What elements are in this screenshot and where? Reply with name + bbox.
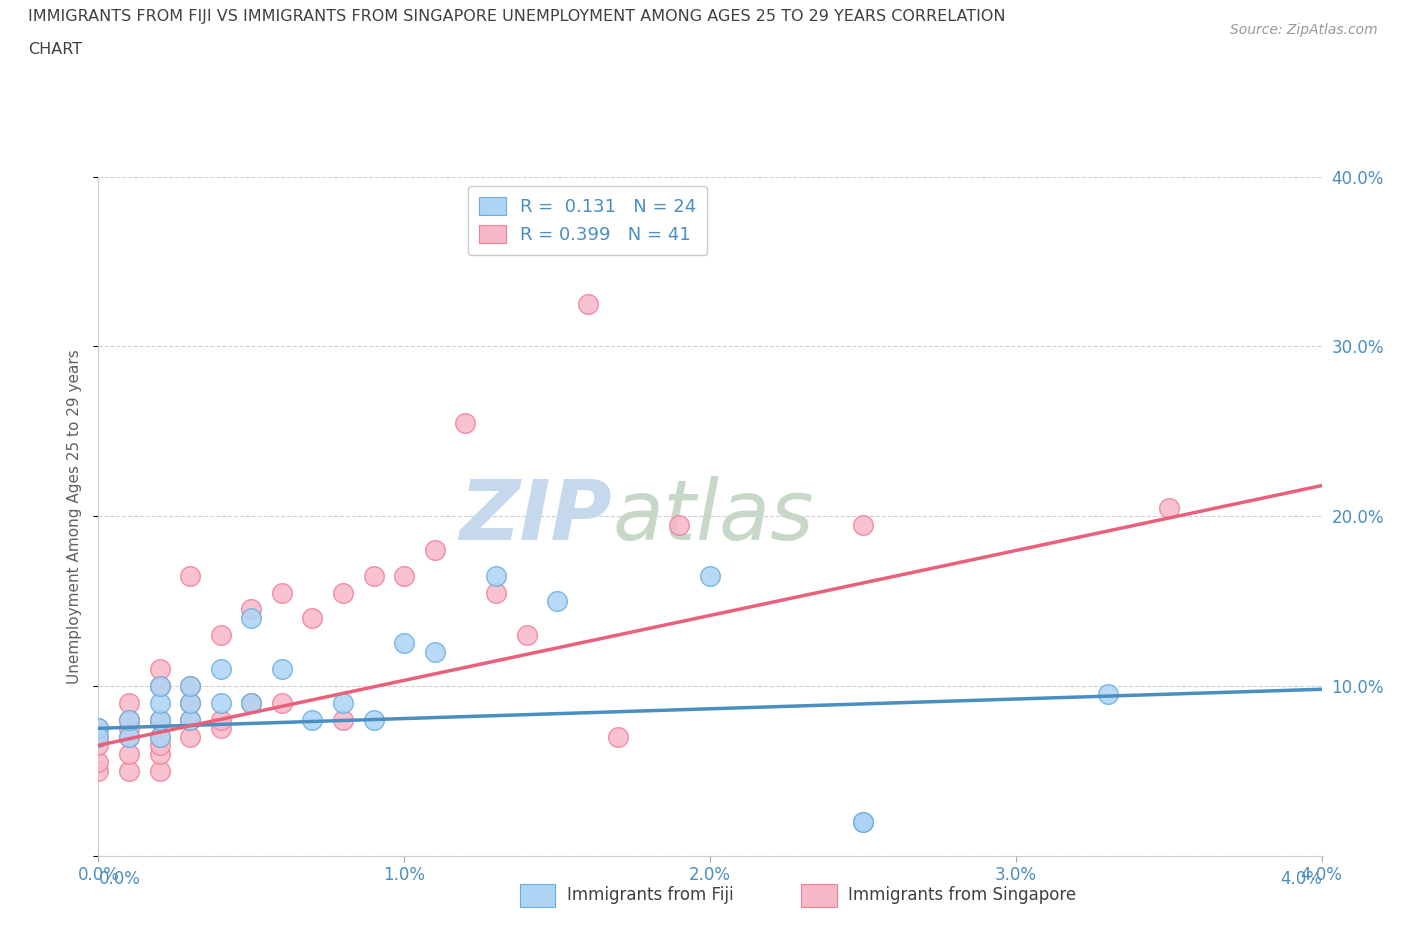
Point	[179, 712, 201, 727]
Point	[149, 679, 172, 694]
Point	[392, 636, 416, 651]
Point	[516, 628, 538, 643]
Point	[179, 696, 201, 711]
Point	[270, 585, 294, 600]
Point	[852, 815, 875, 830]
Point	[363, 568, 385, 583]
Point	[87, 729, 110, 744]
Text: 4.0%: 4.0%	[1279, 870, 1322, 888]
Point	[485, 585, 508, 600]
Point	[699, 568, 721, 583]
Point	[852, 815, 875, 830]
Text: Source: ZipAtlas.com: Source: ZipAtlas.com	[1230, 23, 1378, 37]
Point	[179, 696, 201, 711]
Point	[240, 696, 263, 711]
Point	[209, 661, 232, 676]
Point	[149, 746, 172, 761]
Point	[87, 764, 110, 778]
Point	[485, 568, 508, 583]
Point	[546, 593, 568, 608]
Point	[118, 729, 141, 744]
Point	[423, 644, 446, 659]
Point	[209, 696, 232, 711]
Point	[209, 628, 232, 643]
Point	[118, 712, 141, 727]
Point	[179, 729, 201, 744]
Point	[240, 696, 263, 711]
Point	[149, 764, 172, 778]
Point	[423, 543, 446, 558]
Point	[332, 696, 354, 711]
Point	[87, 721, 110, 736]
Point	[1097, 687, 1119, 702]
Point	[149, 696, 172, 711]
Point	[332, 585, 354, 600]
Point	[179, 712, 201, 727]
Point	[240, 602, 263, 617]
Point	[118, 712, 141, 727]
Point	[149, 737, 172, 752]
Point	[607, 729, 630, 744]
Point	[149, 729, 172, 744]
Point	[87, 737, 110, 752]
Point	[87, 729, 110, 744]
Point	[1157, 500, 1180, 515]
Point	[576, 297, 599, 312]
Text: atlas: atlas	[612, 475, 814, 557]
Point	[209, 712, 232, 727]
Point	[118, 729, 141, 744]
Point	[118, 721, 141, 736]
Text: Immigrants from Fiji: Immigrants from Fiji	[567, 886, 734, 904]
Point	[179, 679, 201, 694]
Text: 0.0%: 0.0%	[98, 870, 141, 888]
Text: Immigrants from Singapore: Immigrants from Singapore	[848, 886, 1076, 904]
Point	[270, 696, 294, 711]
Point	[332, 712, 354, 727]
Point	[149, 661, 172, 676]
Point	[363, 712, 385, 727]
Text: ZIP: ZIP	[460, 475, 612, 557]
Point	[87, 721, 110, 736]
Point	[240, 611, 263, 626]
Point	[852, 517, 875, 532]
Point	[209, 721, 232, 736]
Point	[149, 729, 172, 744]
Point	[301, 712, 323, 727]
Point	[118, 746, 141, 761]
Point	[392, 568, 416, 583]
Legend: R =  0.131   N = 24, R = 0.399   N = 41: R = 0.131 N = 24, R = 0.399 N = 41	[468, 186, 707, 255]
Point	[118, 764, 141, 778]
Text: IMMIGRANTS FROM FIJI VS IMMIGRANTS FROM SINGAPORE UNEMPLOYMENT AMONG AGES 25 TO : IMMIGRANTS FROM FIJI VS IMMIGRANTS FROM …	[28, 9, 1005, 24]
Point	[149, 712, 172, 727]
Point	[179, 568, 201, 583]
Point	[149, 712, 172, 727]
Point	[301, 611, 323, 626]
Point	[668, 517, 690, 532]
Point	[454, 416, 477, 431]
Y-axis label: Unemployment Among Ages 25 to 29 years: Unemployment Among Ages 25 to 29 years	[67, 349, 83, 684]
Point	[87, 755, 110, 770]
Point	[149, 679, 172, 694]
Text: CHART: CHART	[28, 42, 82, 57]
Point	[179, 679, 201, 694]
Point	[118, 696, 141, 711]
Point	[270, 661, 294, 676]
